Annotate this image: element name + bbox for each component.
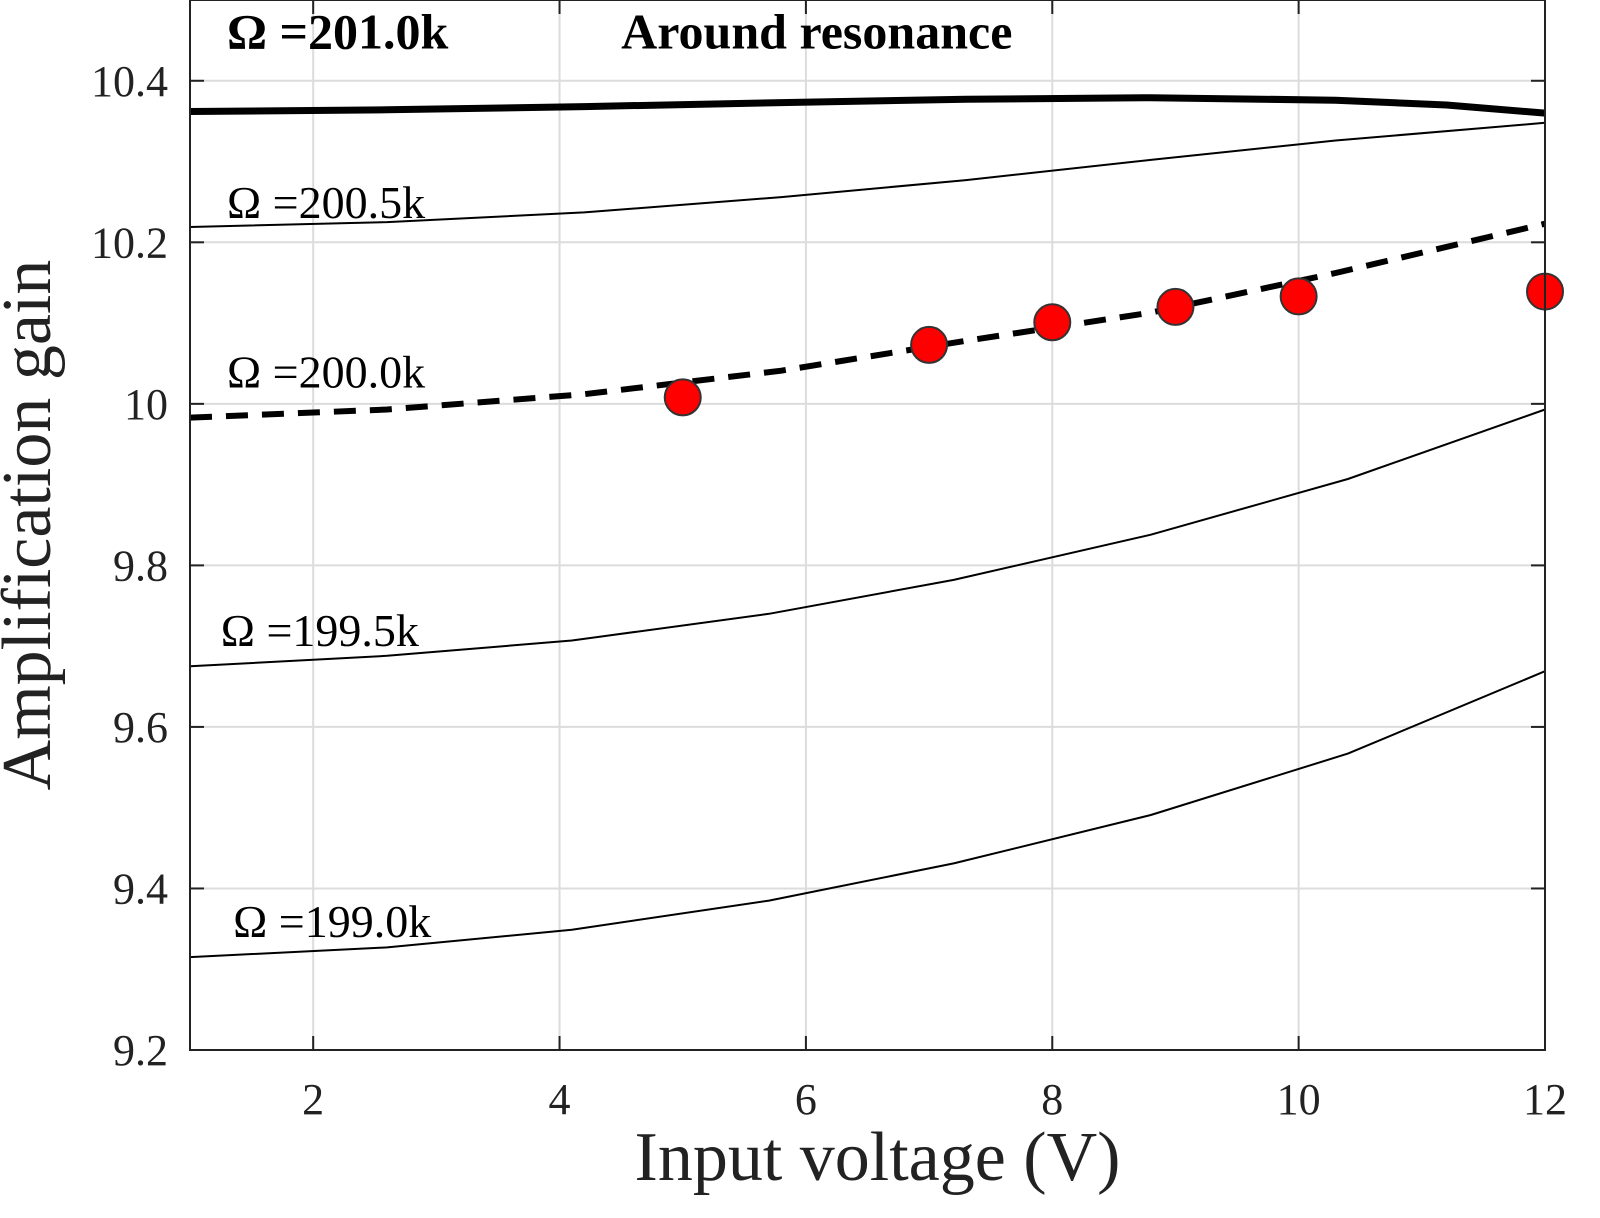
annotation-label: Ω =200.5k (227, 177, 425, 228)
x-tick-label: 2 (302, 1075, 324, 1124)
annotation-label: Ω =200.0k (227, 347, 425, 398)
x-tick-label: 4 (549, 1075, 571, 1124)
x-tick-label: 12 (1523, 1075, 1567, 1124)
y-tick-label: 10.2 (91, 218, 168, 267)
y-tick-label: 9.2 (113, 1026, 168, 1075)
data-point-marker (910, 325, 949, 364)
data-point-marker (1156, 287, 1195, 326)
series-line-4 (189, 670, 1546, 959)
series-line-0 (189, 94, 1546, 117)
series-line-1 (189, 121, 1546, 228)
annotation-label: Ω =199.5k (221, 605, 419, 656)
data-point-marker (1279, 277, 1318, 316)
data-point-marker (663, 378, 702, 417)
annotation-label: Ω =201.0k (227, 3, 449, 59)
y-tick-label: 10 (124, 380, 168, 429)
y-tick-label: 9.6 (113, 703, 168, 752)
x-tick-label: 10 (1277, 1075, 1321, 1124)
grid (190, 0, 1546, 1051)
x-tick-label: 6 (795, 1075, 817, 1124)
data-point-marker (1033, 303, 1072, 342)
plot-frame (189, 0, 1546, 1051)
annotations: Ω =201.0k Around resonance Ω =200.5k Ω =200… (221, 3, 1013, 946)
annotation-label: Ω =199.0k (233, 896, 431, 947)
annotation-label: Around resonance (621, 3, 1012, 59)
series-line-3 (189, 408, 1546, 668)
x-axis-title: Input voltage (V) (635, 1119, 1121, 1196)
y-tick-label: 9.8 (113, 541, 168, 590)
y-tick-label: 9.4 (113, 864, 168, 913)
y-axis-title: Amplification gain (0, 260, 66, 791)
data-markers (663, 272, 1564, 417)
x-tick-label: 8 (1041, 1075, 1063, 1124)
y-tick-label: 10.4 (91, 57, 168, 106)
ticks: 2 4 6 8 10 12 9.2 9.4 9.6 9.8 10 10.2 10.4 (91, 0, 1567, 1124)
